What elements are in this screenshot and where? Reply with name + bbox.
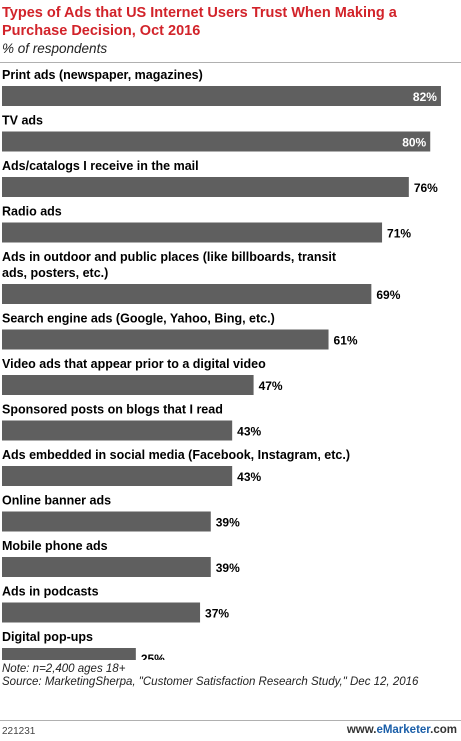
bar-row: Ads/catalogs I receive in the mail 76% [2, 159, 438, 197]
bar-chart: Print ads (newspaper, magazines) 82% TV ad… [2, 68, 441, 660]
bar-row: Online banner ads 39% [2, 494, 240, 532]
bar-row: Search engine ads (Google, Yahoo, Bing, … [2, 312, 358, 350]
bar-row: Sponsored posts on blogs that I read 43% [2, 403, 262, 441]
value-label: 71% [387, 227, 411, 241]
value-label: 43% [237, 425, 261, 439]
value-label: 37% [205, 607, 229, 621]
bar-row: Video ads that appear prior to a digital… [2, 357, 283, 395]
chart-id: 221231 [2, 726, 36, 737]
category-label: Mobile phone ads [2, 539, 108, 553]
source-text: Source: MarketingSherpa, "Customer Satis… [2, 676, 419, 688]
brand-link[interactable]: www.eMarketer.com [347, 724, 457, 736]
bar [2, 86, 441, 106]
value-label: 47% [259, 379, 283, 393]
bar [2, 557, 211, 577]
bar-row: Mobile phone ads 39% [2, 539, 240, 577]
value-label: 39% [216, 516, 240, 530]
bar [2, 511, 211, 532]
value-label: 61% [334, 334, 358, 348]
bar [2, 131, 431, 152]
chart-title: Types of Ads that US Internet Users Trus… [2, 5, 397, 39]
bar [2, 648, 136, 660]
value-label: 82% [413, 90, 437, 104]
category-label: Sponsored posts on blogs that I read [2, 403, 223, 417]
bar-row: Ads embedded in social media (Facebook, … [2, 448, 350, 486]
category-label: Ads in outdoor and public places (like b… [2, 250, 337, 280]
category-label: Ads embedded in social media (Facebook, … [2, 448, 350, 462]
value-label: 76% [414, 181, 438, 195]
note-text: Note: n=2,400 ages 18+ [2, 663, 126, 675]
category-label: Online banner ads [2, 494, 111, 508]
chart-footnote: Note: n=2,400 ages 18+ Source: Marketing… [2, 663, 457, 689]
footer-divider [0, 720, 461, 721]
bar-row: Ads in outdoor and public places (like b… [2, 250, 401, 304]
category-label: Radio ads [2, 205, 62, 219]
value-label: 43% [237, 470, 261, 484]
category-label: Ads/catalogs I receive in the mail [2, 159, 199, 173]
category-label: Ads in podcasts [2, 585, 99, 599]
bar [2, 375, 254, 395]
category-label: Search engine ads (Google, Yahoo, Bing, … [2, 312, 275, 326]
bar [2, 466, 233, 486]
category-label: Digital pop-ups [2, 630, 93, 644]
bar [2, 602, 201, 623]
bar-row: Print ads (newspaper, magazines) 82% [2, 68, 441, 106]
value-label: 80% [402, 136, 426, 150]
bar [2, 284, 372, 304]
bar-row: Digital pop-ups 25% [2, 630, 165, 660]
brand-accent: eMarketer [376, 724, 431, 736]
category-label: Print ads (newspaper, magazines) [2, 68, 203, 82]
bar [2, 177, 409, 197]
bar-row: Ads in podcasts 37% [2, 585, 229, 623]
header-divider [0, 62, 461, 63]
brand-prefix: www. [346, 724, 377, 736]
value-label: 39% [216, 561, 240, 575]
category-label: TV ads [2, 114, 43, 128]
bar [2, 222, 383, 243]
bar-row: Radio ads 71% [2, 205, 411, 243]
brand-suffix: .com [430, 724, 457, 736]
chart-subtitle: % of respondents [2, 41, 108, 56]
bar [2, 420, 233, 441]
bar-row: TV ads 80% [2, 114, 431, 152]
category-label: Video ads that appear prior to a digital… [2, 357, 266, 371]
value-label: 69% [376, 288, 400, 302]
bar [2, 329, 329, 350]
value-label: 25% [141, 652, 165, 660]
